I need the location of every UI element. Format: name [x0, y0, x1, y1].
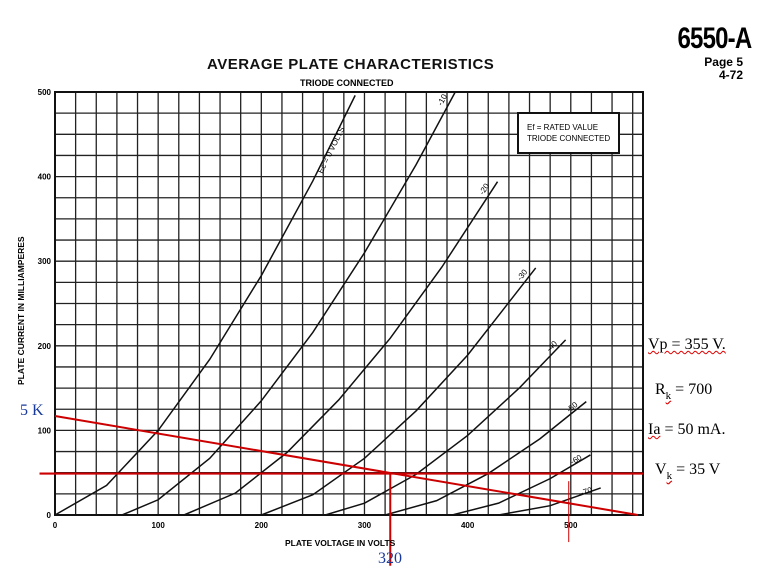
y-tick-label: 0 — [47, 511, 52, 520]
curve-ec-6 — [451, 454, 591, 516]
plot-border — [54, 91, 644, 516]
curve-label: -40 — [545, 339, 560, 354]
vk-value: = 35 V — [672, 461, 721, 478]
ia-main: Ia — [648, 421, 661, 438]
ia-value: = 50 mA. — [660, 421, 726, 438]
rk-value: = 700 — [671, 381, 713, 398]
curve-label: -70 — [579, 485, 593, 498]
x-tick-label: 400 — [461, 521, 475, 530]
curve-ec-7 — [498, 487, 601, 516]
x-tick-label: 100 — [151, 521, 165, 530]
y-tick-label: 200 — [38, 342, 52, 351]
curves: Ec = 0 VOLTS-10-20-30-40-50-60-70 — [54, 91, 601, 516]
rk-main: R — [655, 381, 666, 398]
axes: 0 100 200 300 400 500 0 100 200 300 400 500 — [38, 88, 644, 530]
tube-model: 6550-A — [677, 22, 752, 55]
overlays — [39, 415, 643, 566]
curve-ec-2 — [183, 181, 499, 516]
page-number: Page 5 — [704, 55, 743, 69]
vp-annotation: Vp = 355 V. — [648, 336, 726, 354]
legend-box: Ef = RATED VALUE TRIODE CONNECTED — [517, 112, 620, 154]
y-axis-label: PLATE CURRENT IN MILLIAMPERES — [16, 236, 26, 385]
vk-main: V — [655, 461, 667, 478]
grid — [54, 91, 643, 516]
curve-ec-4 — [325, 339, 567, 516]
operating-voltage-label: 320 — [378, 550, 402, 567]
curve-label: -50 — [565, 400, 580, 415]
x-tick-label: 200 — [255, 521, 269, 530]
date-code: 4-72 — [718, 68, 743, 82]
curve-ec-3 — [261, 267, 537, 516]
ia-annotation: Ia = 50 mA. — [648, 421, 725, 439]
curve-ec-0 — [54, 95, 356, 516]
y-tick-label: 300 — [38, 257, 52, 266]
legend-line: Ef = RATED VALUE — [527, 123, 599, 132]
vk-annotation: Vk = 35 V — [655, 461, 720, 482]
x-tick-label: 0 — [53, 521, 58, 530]
y-tick-label: 400 — [38, 173, 52, 182]
vp-text: Vp = 355 V. — [648, 336, 726, 353]
load-line-label: 5 K — [20, 402, 44, 419]
x-tick-label: 500 — [564, 521, 578, 530]
curve-label: -30 — [515, 267, 530, 282]
curve-ec-1 — [121, 91, 456, 516]
chart-subtitle: TRIODE CONNECTED — [300, 78, 394, 88]
x-axis-label: PLATE VOLTAGE IN VOLTS — [285, 538, 396, 548]
x-tick-label: 300 — [358, 521, 372, 530]
vk-sub: k — [666, 470, 673, 482]
rk-sub: k — [665, 390, 672, 402]
y-tick-label: 500 — [38, 88, 52, 97]
curve-label: Ec = 0 VOLTS — [316, 125, 347, 174]
y-tick-label: 100 — [38, 426, 52, 435]
load-line — [54, 415, 639, 516]
rk-annotation: Rk = 700 — [655, 381, 712, 402]
chart-title: AVERAGE PLATE CHARACTERISTICS — [207, 56, 495, 73]
legend-line: TRIODE CONNECTED — [527, 134, 611, 143]
